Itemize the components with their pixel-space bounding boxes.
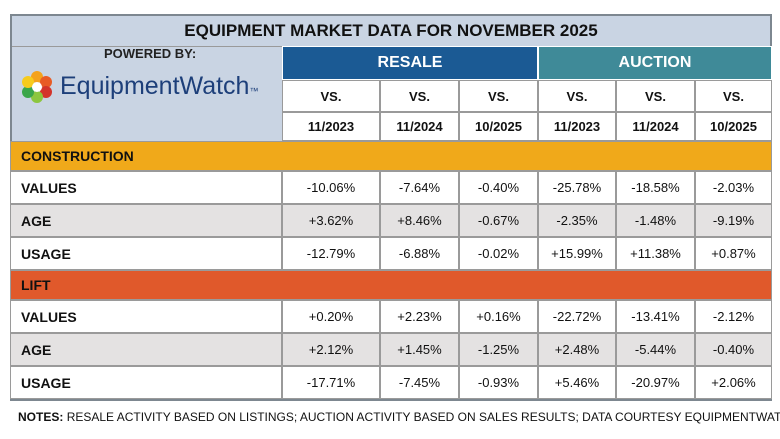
column-date: 11/2024: [616, 112, 695, 141]
column-date: 11/2023: [538, 112, 616, 141]
notes-label: NOTES:: [18, 410, 64, 424]
column-vs: VS.: [695, 80, 772, 112]
group-header: RESALE: [282, 46, 538, 80]
logo-name: EquipmentWatch: [60, 72, 250, 100]
cell: +0.87%: [695, 237, 772, 270]
cell: +0.16%: [459, 300, 538, 333]
cell: +8.46%: [380, 204, 459, 237]
cell: -0.02%: [459, 237, 538, 270]
cell: +2.23%: [380, 300, 459, 333]
cell: +3.62%: [282, 204, 380, 237]
cell: +2.48%: [538, 333, 616, 366]
logo-petals: [22, 71, 52, 103]
row-label: AGE: [10, 333, 282, 366]
logo-text: EquipmentWatch™: [60, 72, 258, 101]
cell: +5.46%: [538, 366, 616, 399]
cell: -7.45%: [380, 366, 459, 399]
cell: -6.88%: [380, 237, 459, 270]
cell: -25.78%: [538, 171, 616, 204]
row-label: USAGE: [10, 366, 282, 399]
powered-by: POWERED BY:: [104, 46, 197, 61]
cell: -9.19%: [695, 204, 772, 237]
cell: -0.40%: [695, 333, 772, 366]
cell: -2.03%: [695, 171, 772, 204]
cell: +0.20%: [282, 300, 380, 333]
column-date: 10/2025: [695, 112, 772, 141]
cell: -10.06%: [282, 171, 380, 204]
section-header: LIFT: [10, 270, 772, 300]
group-header: AUCTION: [538, 46, 772, 80]
title: EQUIPMENT MARKET DATA FOR NOVEMBER 2025: [12, 16, 770, 47]
cell: -12.79%: [282, 237, 380, 270]
column-vs: VS.: [459, 80, 538, 112]
column-date: 11/2023: [282, 112, 380, 141]
column-vs: VS.: [616, 80, 695, 112]
cell: -2.12%: [695, 300, 772, 333]
cell: -18.58%: [616, 171, 695, 204]
cell: -2.35%: [538, 204, 616, 237]
column-vs: VS.: [538, 80, 616, 112]
cell: -7.64%: [380, 171, 459, 204]
cell: +1.45%: [380, 333, 459, 366]
column-vs: VS.: [380, 80, 459, 112]
cell: -5.44%: [616, 333, 695, 366]
cell: +2.12%: [282, 333, 380, 366]
cell: +15.99%: [538, 237, 616, 270]
cell: -0.40%: [459, 171, 538, 204]
cell: -22.72%: [538, 300, 616, 333]
row-label: USAGE: [10, 237, 282, 270]
row-label: VALUES: [10, 300, 282, 333]
notes-text: RESALE ACTIVITY BASED ON LISTINGS; AUCTI…: [66, 410, 780, 424]
column-vs: VS.: [282, 80, 380, 112]
cell: +11.38%: [616, 237, 695, 270]
cell: -1.48%: [616, 204, 695, 237]
cell: -20.97%: [616, 366, 695, 399]
column-date: 11/2024: [380, 112, 459, 141]
row-label: AGE: [10, 204, 282, 237]
section-header: CONSTRUCTION: [10, 141, 772, 171]
cell: -13.41%: [616, 300, 695, 333]
cell: +2.06%: [695, 366, 772, 399]
notes: NOTES: RESALE ACTIVITY BASED ON LISTINGS…: [18, 410, 780, 424]
cell: -0.67%: [459, 204, 538, 237]
cell: -1.25%: [459, 333, 538, 366]
row-label: VALUES: [10, 171, 282, 204]
cell: -17.71%: [282, 366, 380, 399]
cell: -0.93%: [459, 366, 538, 399]
logo-icon: [22, 71, 52, 103]
logo-mark: ™: [249, 86, 259, 96]
column-date: 10/2025: [459, 112, 538, 141]
